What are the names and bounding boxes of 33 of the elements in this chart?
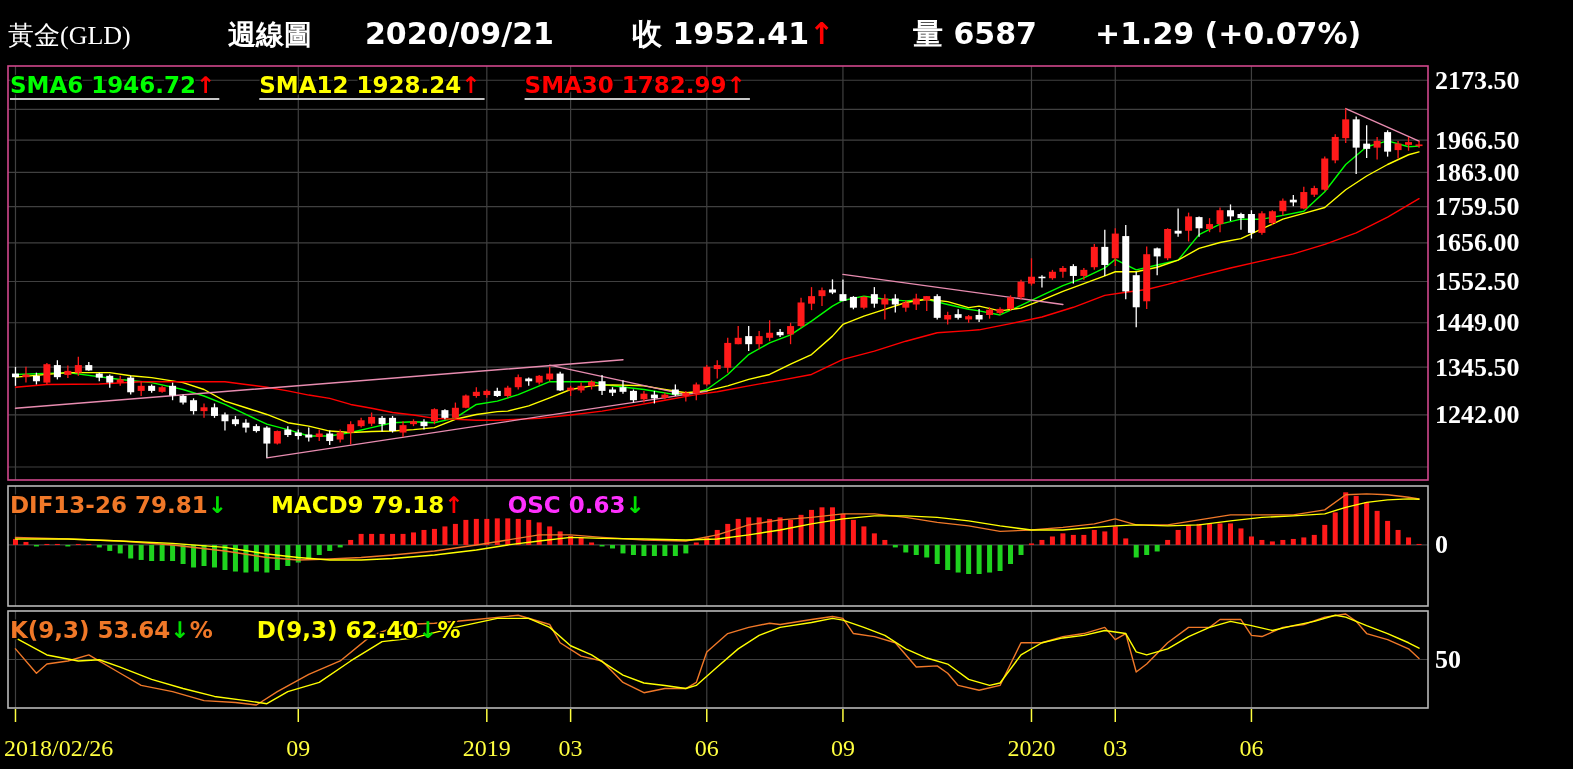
x-tick-label: 03 (558, 735, 583, 761)
series-label: DIF13-26 79.81↓ (10, 492, 227, 518)
y-tick-label: 1966.50 (1435, 125, 1520, 155)
y-tick-label: 2173.50 (1435, 65, 1520, 95)
chart-title: 黃金(GLD) (8, 21, 131, 50)
text: 0 (1435, 530, 1448, 560)
x-tick-label: 2020 (1007, 735, 1056, 761)
x-tick-label: 09 (830, 735, 855, 761)
text: 50 (1435, 645, 1461, 674)
y-tick-label: 1345.50 (1435, 352, 1520, 382)
text: SMA6 1946.72↑ (10, 72, 216, 98)
text: +1.29 (+0.07%) (1095, 16, 1362, 51)
series-label: MACD9 79.18↑ (270, 492, 464, 518)
text: 收 1952.41↑ (632, 16, 835, 51)
chart-subtitle: 週線圖 (228, 18, 312, 51)
text: 量 6587 (913, 16, 1037, 51)
y-tick-label: 1759.50 (1435, 192, 1520, 222)
series-label: OSC 0.63↓ (507, 492, 645, 518)
series-label: K(9,3) 53.64↓% (10, 617, 213, 643)
text: SMA12 1928.24↑ (259, 72, 481, 98)
x-tick-label: 06 (1239, 735, 1264, 761)
y-tick-label: 1552.50 (1435, 267, 1520, 296)
text: 2020/09/21 (365, 16, 554, 51)
x-tick-label: 06 (694, 735, 719, 761)
y-tick-label: 1863.00 (1435, 157, 1520, 187)
text: SMA30 1782.99↑ (524, 72, 746, 98)
x-tick-label: 03 (1103, 735, 1128, 761)
x-tick-label: 2019 (462, 735, 511, 761)
y-tick-label: 1449.00 (1435, 308, 1520, 338)
y-tick-label: 1656.00 (1435, 228, 1520, 258)
y-tick-label: 1242.00 (1435, 400, 1520, 430)
x-tick-label: 2018/02/26 (4, 735, 114, 761)
x-tick-label: 09 (286, 735, 311, 761)
